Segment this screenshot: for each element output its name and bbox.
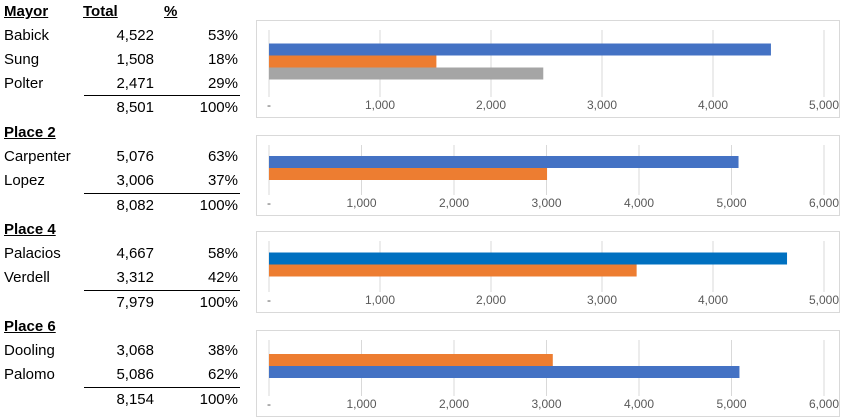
sum-pct: 100% (199, 197, 238, 214)
x-tick-label: 6,000 (809, 196, 839, 210)
sum-rule (84, 95, 240, 96)
race-title-mayor: Mayor (4, 3, 49, 20)
candidate-total: 5,086 (116, 366, 154, 383)
x-tick-label: 2,000 (439, 196, 469, 210)
candidate-name: Palacios (4, 245, 61, 262)
candidate-name: Sung (4, 51, 40, 68)
candidate-total: 3,068 (116, 342, 154, 359)
bar-polter (269, 67, 544, 80)
place-2-bar-chart: - 1,000 2,000 3,000 4,000 5,000 6,000 (256, 135, 840, 216)
x-tick-label: 1,000 (346, 196, 376, 210)
candidate-total: 1,508 (116, 51, 154, 68)
x-tick-label: 1,000 (365, 293, 395, 307)
x-tick-label: 3,000 (531, 397, 561, 411)
sum-pct: 100% (199, 99, 238, 116)
x-tick-label: - (267, 397, 271, 411)
candidate-pct: 37% (207, 172, 238, 189)
sum-total: 7,979 (116, 294, 154, 311)
race-title-place-4: Place 4 (4, 221, 56, 238)
sum-rule (84, 193, 240, 194)
candidate-name: Babick (4, 27, 50, 44)
bar-palomo (269, 366, 740, 378)
x-tick-label: 5,000 (809, 293, 839, 307)
candidate-name: Dooling (4, 342, 55, 359)
x-tick-label: 5,000 (716, 196, 746, 210)
candidate-total: 4,667 (116, 245, 154, 262)
bar-dooling (269, 354, 553, 366)
place-4-bar-chart: - 1,000 2,000 3,000 4,000 5,000 (256, 231, 840, 313)
x-tick-label: 2,000 (476, 293, 506, 307)
candidate-name: Carpenter (4, 148, 71, 165)
candidate-total: 4,522 (116, 27, 154, 44)
candidate-name: Lopez (4, 172, 45, 189)
total-header: Total (83, 3, 118, 20)
x-tick-label: 3,000 (587, 98, 617, 112)
place-6-bar-chart: - 1,000 2,000 3,000 4,000 5,000 6,000 (256, 330, 840, 417)
sum-rule (84, 290, 240, 291)
race-title-place-2: Place 2 (4, 124, 56, 141)
bar-carpenter (269, 156, 739, 168)
x-tick-label: 5,000 (809, 98, 839, 112)
x-tick-label: 2,000 (476, 98, 506, 112)
chart-svg: - 1,000 2,000 3,000 4,000 5,000 (267, 30, 839, 112)
x-tick-label: 4,000 (624, 397, 654, 411)
chart-svg: - 1,000 2,000 3,000 4,000 5,000 6,000 (267, 340, 839, 411)
x-tick-label: 3,000 (531, 196, 561, 210)
race-title-place-6: Place 6 (4, 318, 56, 335)
candidate-name: Verdell (4, 269, 50, 286)
x-tick-label: 4,000 (624, 196, 654, 210)
bar-palacios (269, 252, 788, 265)
x-tick-label: 4,000 (698, 98, 728, 112)
x-tick-label: - (267, 98, 271, 112)
candidate-pct: 58% (207, 245, 238, 262)
x-tick-label: 3,000 (587, 293, 617, 307)
candidate-pct: 18% (207, 51, 238, 68)
chart-svg: - 1,000 2,000 3,000 4,000 5,000 (267, 241, 839, 307)
sum-rule (84, 387, 240, 388)
candidate-name: Polter (4, 75, 44, 92)
x-tick-label: 4,000 (698, 293, 728, 307)
bar-sung (269, 55, 437, 68)
x-tick-label: - (267, 196, 271, 210)
x-tick-label: 1,000 (346, 397, 376, 411)
candidate-total: 3,006 (116, 172, 154, 189)
candidate-pct: 63% (207, 148, 238, 165)
x-tick-label: 1,000 (365, 98, 395, 112)
candidate-pct: 62% (207, 366, 238, 383)
pct-header: % (164, 3, 178, 20)
bar-lopez (269, 168, 548, 180)
sum-total: 8,082 (116, 197, 154, 214)
chart-svg: - 1,000 2,000 3,000 4,000 5,000 6,000 (267, 145, 839, 210)
x-tick-label: 5,000 (716, 397, 746, 411)
candidate-pct: 53% (207, 27, 238, 44)
x-tick-label: 2,000 (439, 397, 469, 411)
candidate-name: Palomo (4, 366, 55, 383)
candidate-total: 2,471 (116, 75, 154, 92)
candidate-total: 3,312 (116, 269, 154, 286)
bar-verdell (269, 264, 637, 277)
sum-total: 8,501 (116, 99, 154, 116)
mayor-bar-chart: - 1,000 2,000 3,000 4,000 5,000 (256, 20, 840, 118)
x-tick-label: 6,000 (809, 397, 839, 411)
sum-pct: 100% (199, 391, 238, 408)
sum-total: 8,154 (116, 391, 154, 408)
x-tick-label: - (267, 293, 271, 307)
candidate-pct: 42% (207, 269, 238, 286)
bar-babick (269, 43, 771, 56)
sum-pct: 100% (199, 294, 238, 311)
candidate-pct: 29% (207, 75, 238, 92)
candidate-total: 5,076 (116, 148, 154, 165)
candidate-pct: 38% (207, 342, 238, 359)
